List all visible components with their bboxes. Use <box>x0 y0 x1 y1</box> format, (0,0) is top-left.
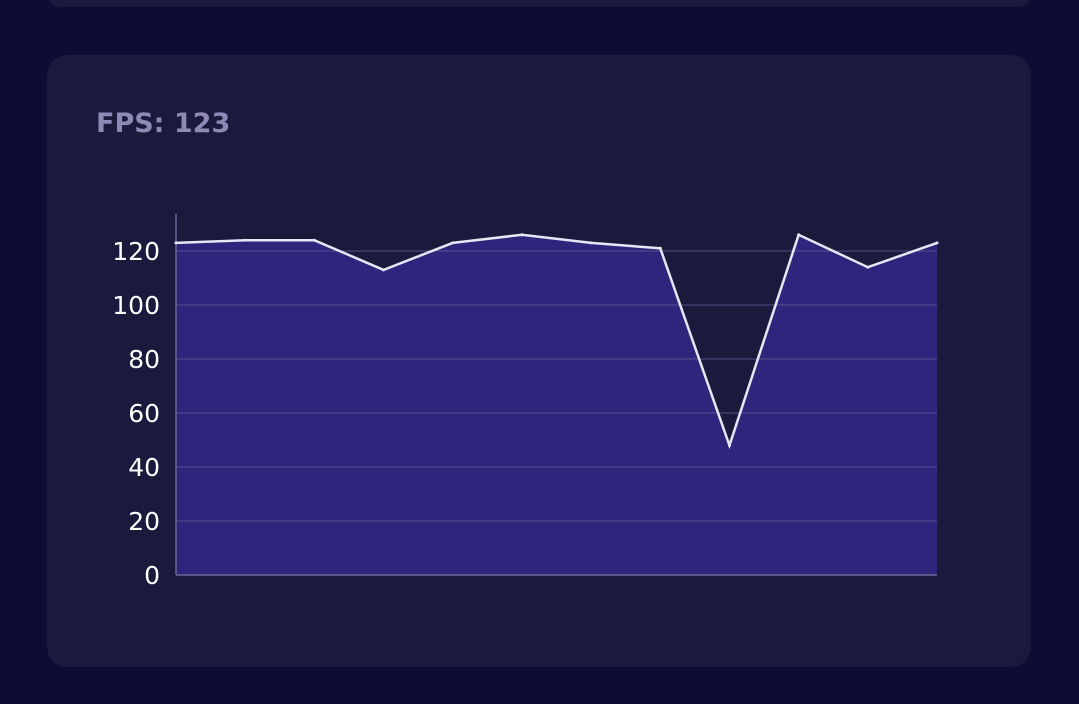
data-point-10 <box>866 265 870 269</box>
fps-line <box>175 233 938 450</box>
data-point-5 <box>520 233 524 237</box>
grid-lines <box>176 250 937 522</box>
data-point-11 <box>935 241 939 245</box>
previous-card <box>47 0 1031 7</box>
y-tick-label-80: 80 <box>128 345 160 374</box>
y-tick-label-100: 100 <box>112 291 160 320</box>
data-point-2 <box>312 238 316 242</box>
axes <box>175 214 937 576</box>
fps-area <box>176 234 937 576</box>
data-point-6 <box>589 241 593 245</box>
y-tick-label-20: 20 <box>128 507 160 536</box>
y-tick-label-0: 0 <box>144 561 160 590</box>
data-point-7 <box>658 246 662 250</box>
data-point-1 <box>243 238 247 242</box>
data-point-3 <box>382 268 386 272</box>
y-tick-labels: 0 20 40 60 80 100 120 <box>112 237 160 590</box>
data-points <box>174 233 939 447</box>
data-point-9 <box>797 233 801 237</box>
data-point-8 <box>727 443 731 447</box>
y-tick-label-40: 40 <box>128 453 160 482</box>
y-tick-label-60: 60 <box>128 399 160 428</box>
data-point-4 <box>451 241 455 245</box>
data-point-0 <box>174 241 178 245</box>
fps-title: FPS: 123 <box>96 108 231 139</box>
y-tick-label-120: 120 <box>112 237 160 266</box>
